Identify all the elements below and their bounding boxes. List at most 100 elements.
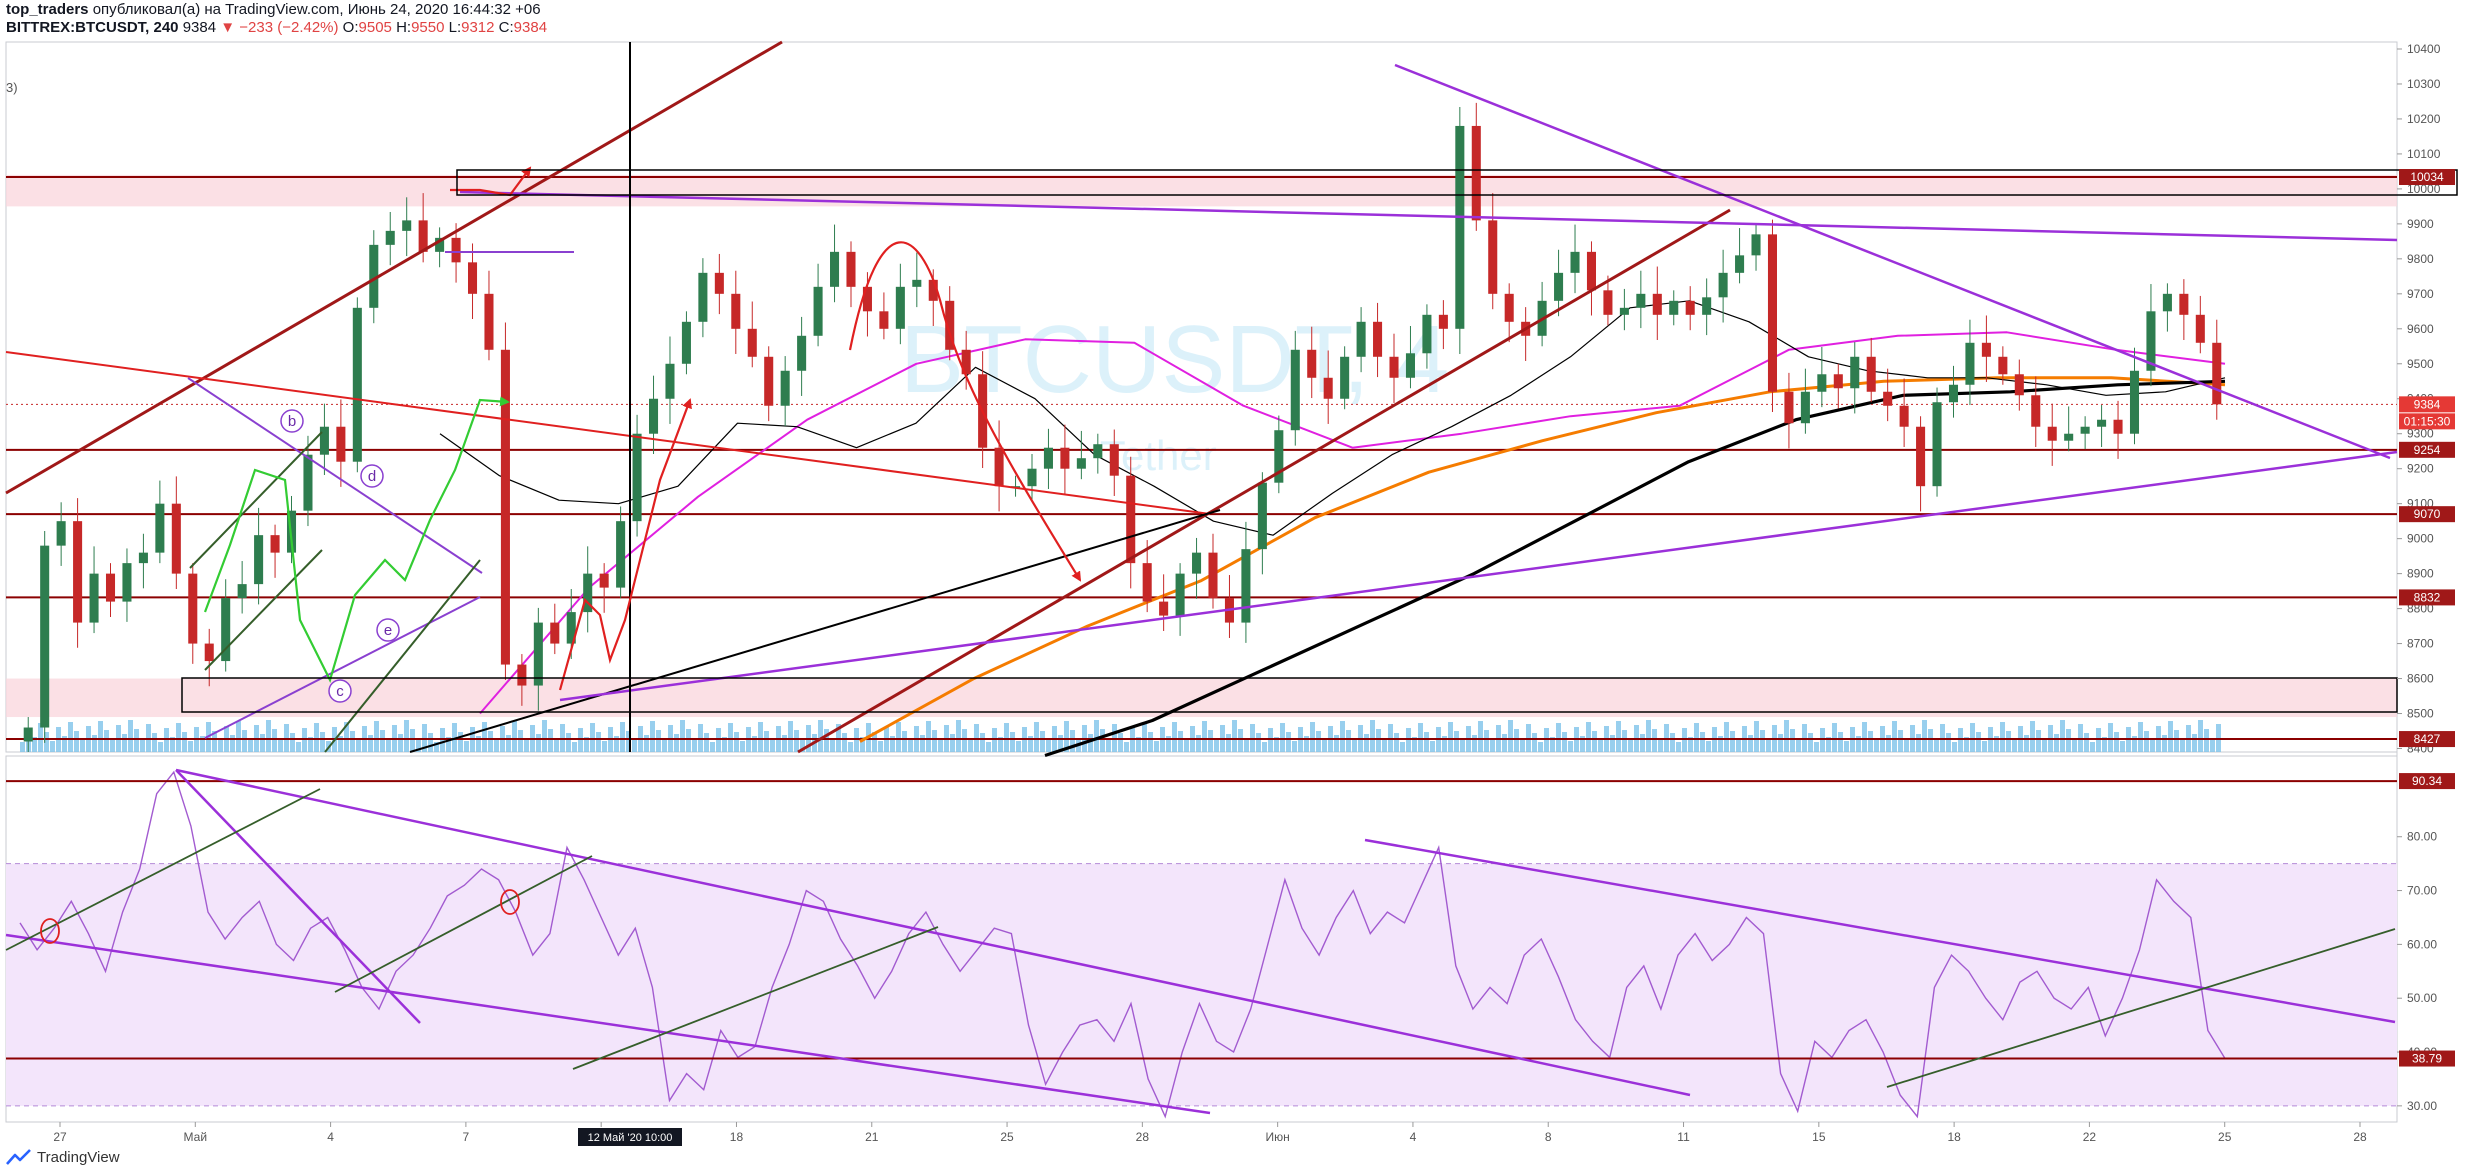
price-tick-label-9: 9300 (2407, 427, 2434, 441)
volume-bar-284 (1724, 722, 1729, 752)
candle-body-123 (2047, 426, 2057, 441)
candle-body-48 (813, 286, 823, 336)
candle-body-37 (632, 433, 642, 522)
candle-body-30 (517, 664, 527, 686)
volume-bar-35 (230, 735, 235, 752)
volume-bar-348 (2108, 723, 2113, 752)
volume-bar-192 (1172, 722, 1177, 752)
rsi-tick-label-3: 60.00 (2407, 937, 2437, 951)
last-price: 9384 (182, 19, 217, 36)
volume-bar-191 (1166, 736, 1171, 752)
volume-bar-152 (932, 730, 937, 752)
candle-body-35 (599, 573, 609, 588)
volume-bar-53 (338, 736, 343, 752)
volume-bar-28 (188, 741, 193, 752)
candle-body-54 (912, 279, 922, 287)
volume-bar-163 (998, 737, 1003, 752)
candle-body-23 (402, 220, 412, 231)
volume-bar-49 (314, 723, 319, 752)
volume-bar-347 (2102, 737, 2107, 752)
volume-bar-289 (1754, 721, 1759, 752)
price-tick-label-11: 9500 (2407, 357, 2434, 371)
volume-bar-233 (1418, 723, 1423, 752)
volume-bar-297 (1802, 724, 1807, 752)
candle-body-100 (1669, 300, 1679, 315)
volume-bar-102 (632, 740, 637, 752)
rsi-badge-0-bg (2399, 773, 2455, 790)
candle-body-28 (484, 293, 494, 350)
candle-body-65 (1093, 444, 1103, 459)
candle-body-79 (1323, 377, 1333, 399)
candle-body-62 (1043, 447, 1053, 469)
price-tick-label-15: 9900 (2407, 217, 2434, 231)
price-badge-5: 8832 (2414, 590, 2441, 604)
wave-label-e: e (376, 618, 400, 642)
time-tick-label-15: 22 (2083, 1130, 2097, 1144)
volume-bar-151 (926, 721, 931, 752)
volume-bar-76 (476, 736, 481, 752)
box-top (456, 169, 2458, 196)
candle-body-63 (1060, 447, 1070, 469)
volume-bar-46 (296, 742, 301, 752)
volume-bar-193 (1178, 731, 1183, 752)
channel-top (459, 190, 2398, 242)
volume-bar-318 (1928, 729, 1933, 752)
ma-black-thick-line (1044, 379, 2226, 758)
candle-body-31 (533, 622, 543, 686)
volume-bar-19 (134, 729, 139, 752)
candle-body-10 (188, 573, 198, 644)
candle-body-94 (1570, 251, 1580, 273)
candle-body-81 (1356, 321, 1366, 357)
volume-bar-12 (92, 735, 97, 752)
candle-body-115 (1916, 426, 1926, 487)
candle-body-49 (830, 251, 840, 287)
volume-bar-198 (1208, 730, 1213, 752)
drawings-layer[interactable] (5, 40, 2458, 754)
volume-bar-118 (728, 723, 733, 752)
volume-bar-111 (686, 729, 691, 752)
candle-body-32 (550, 622, 560, 644)
volume-bar-135 (830, 738, 835, 752)
candle-body-68 (1142, 563, 1152, 602)
candle-body-122 (2031, 395, 2041, 427)
candle-body-75 (1257, 482, 1267, 550)
volume-bar-91 (566, 733, 571, 752)
brand-name: TradingView (37, 1148, 120, 1166)
price-badge-6-bg (2399, 731, 2455, 748)
candle-body-12 (221, 598, 231, 662)
volume-bar-281 (1706, 741, 1711, 752)
candle-body-113 (1883, 391, 1893, 406)
countdown-badge-bg (2399, 413, 2455, 430)
volume-bar-362 (2192, 734, 2197, 752)
rsi-drawings[interactable] (5, 768, 2396, 1115)
volume-bar-68 (428, 733, 433, 752)
countdown-badge: 01:15:30 (2404, 414, 2451, 428)
volume-bar-229 (1394, 733, 1399, 752)
brand[interactable]: TradingView (6, 1146, 120, 1168)
ma-magenta-line (479, 331, 2226, 715)
volume-bar-360 (2180, 739, 2185, 752)
volume-bar-55 (350, 731, 355, 752)
volume-bar-120 (740, 741, 745, 752)
volume-bar-147 (902, 731, 907, 752)
time-tick-label-5: 18 (730, 1130, 744, 1144)
volume-bar-302 (1832, 723, 1837, 752)
volume-bar-105 (650, 721, 655, 752)
volume-bar-134 (824, 729, 829, 752)
volume-bar-274 (1664, 724, 1669, 752)
rsi-band (6, 863, 2397, 1106)
low-value: 9312 (461, 19, 495, 36)
close-label: C: (498, 19, 514, 36)
volume-bar-194 (1184, 740, 1189, 752)
volume-bar-268 (1628, 739, 1633, 752)
candle-body-25 (435, 237, 445, 252)
author-name[interactable]: top_traders (6, 1, 89, 18)
candle-body-57 (961, 349, 971, 375)
volume-bar-186 (1136, 737, 1141, 752)
candle-body-82 (1373, 321, 1383, 357)
volume-bar-279 (1694, 723, 1699, 752)
volume-bar-312 (1892, 721, 1897, 752)
volume-bar-72 (452, 723, 457, 752)
candle-body-133 (2212, 342, 2222, 405)
